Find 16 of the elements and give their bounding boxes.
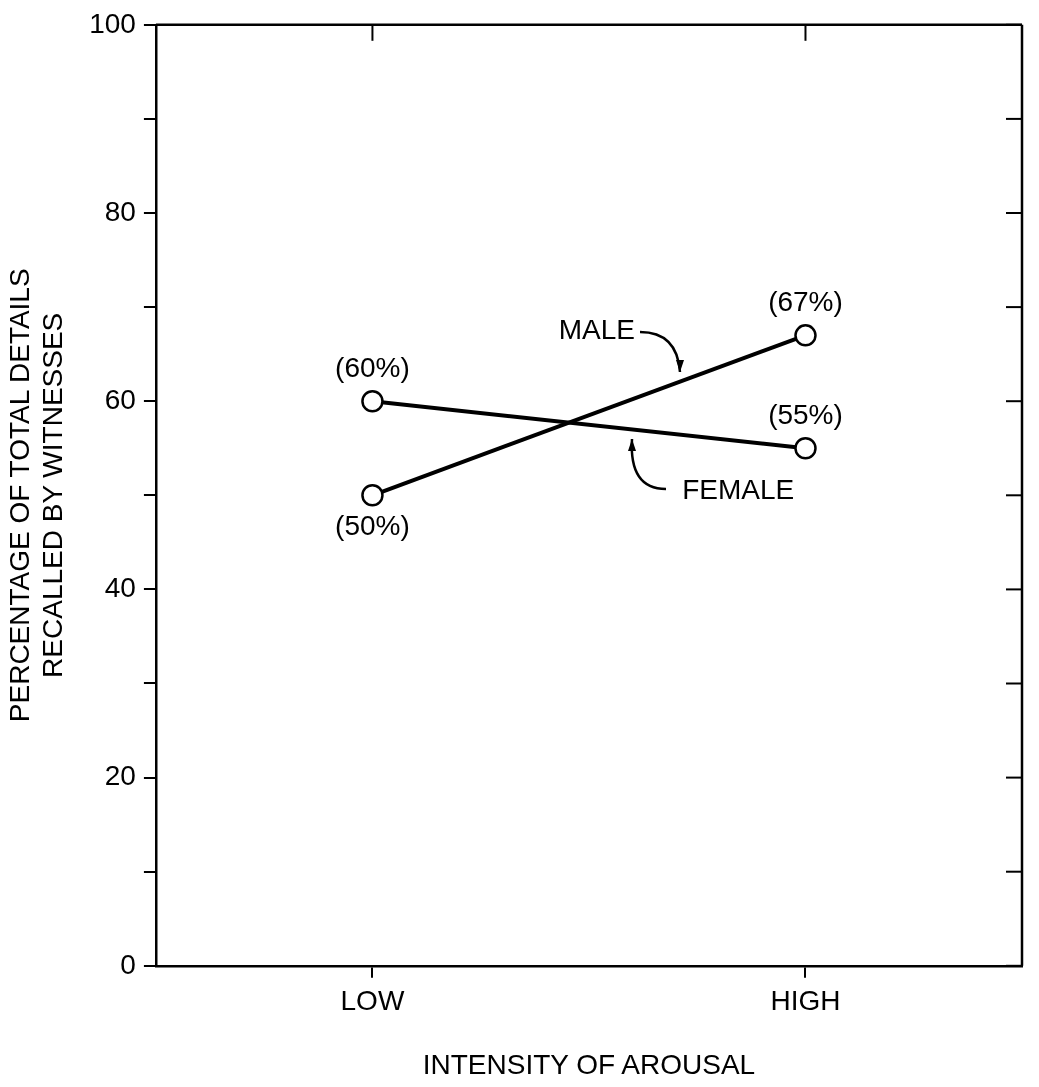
series-label: FEMALE	[682, 474, 795, 506]
x-tick-label: HIGH	[770, 985, 841, 1017]
y-axis-title: PERCENTAGE OF TOTAL DETAILS RECALLED BY WITNESSES	[3, 268, 69, 723]
data-label: (50%)	[335, 510, 410, 542]
x-axis-title: INTENSITY OF AROUSAL	[422, 1048, 756, 1080]
data-label: (55%)	[768, 398, 843, 430]
series-label: MALE	[558, 314, 635, 346]
x-tick-label: LOW	[340, 985, 405, 1017]
y-tick-label: 0	[120, 948, 136, 980]
y-tick-label: 80	[104, 195, 136, 227]
y-tick-label: 20	[104, 760, 136, 792]
y-tick-label: 40	[104, 572, 136, 604]
data-label: (60%)	[335, 351, 410, 383]
data-label: (67%)	[768, 286, 843, 318]
y-tick-label: 100	[89, 7, 136, 39]
y-tick-label: 60	[104, 383, 136, 415]
